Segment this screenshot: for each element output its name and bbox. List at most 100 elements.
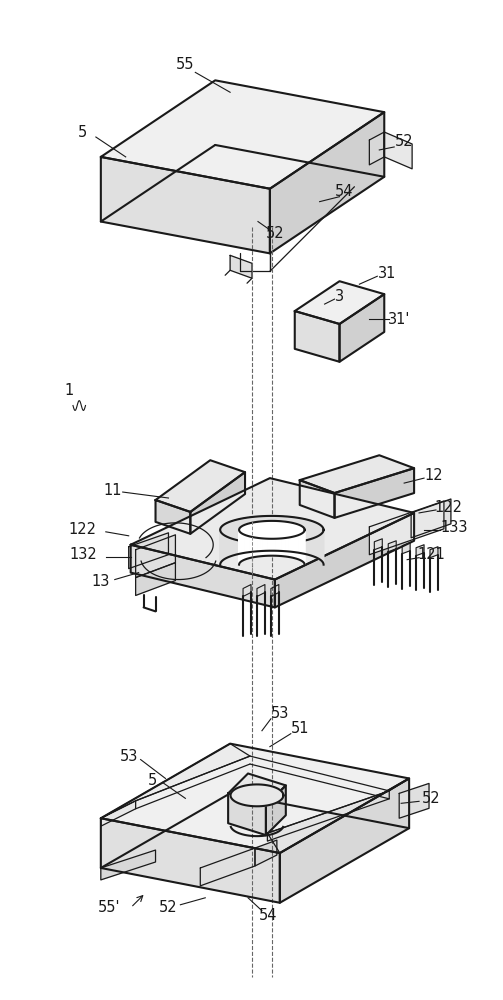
Polygon shape bbox=[266, 516, 270, 551]
Text: 11: 11 bbox=[104, 483, 122, 498]
Polygon shape bbox=[239, 528, 240, 563]
Polygon shape bbox=[155, 460, 245, 512]
Polygon shape bbox=[243, 585, 251, 596]
Polygon shape bbox=[257, 585, 265, 596]
Polygon shape bbox=[384, 132, 412, 169]
Polygon shape bbox=[249, 523, 251, 558]
Polygon shape bbox=[310, 521, 313, 556]
Text: 52: 52 bbox=[422, 791, 440, 806]
Polygon shape bbox=[300, 455, 414, 493]
Polygon shape bbox=[369, 501, 444, 555]
Polygon shape bbox=[281, 521, 284, 556]
Polygon shape bbox=[129, 533, 169, 569]
Polygon shape bbox=[270, 112, 384, 253]
Text: 53: 53 bbox=[120, 749, 138, 764]
Polygon shape bbox=[265, 521, 268, 556]
Text: 51: 51 bbox=[290, 721, 309, 736]
Polygon shape bbox=[131, 478, 414, 580]
Text: 12: 12 bbox=[425, 468, 443, 483]
Polygon shape bbox=[247, 523, 249, 559]
Polygon shape bbox=[240, 527, 241, 562]
Polygon shape bbox=[230, 784, 283, 806]
Polygon shape bbox=[190, 472, 245, 534]
Polygon shape bbox=[249, 517, 254, 552]
Text: 132: 132 bbox=[69, 547, 97, 562]
Polygon shape bbox=[301, 526, 302, 561]
Text: 5: 5 bbox=[78, 125, 88, 140]
Polygon shape bbox=[298, 524, 300, 560]
Polygon shape bbox=[313, 521, 315, 557]
Polygon shape bbox=[271, 585, 279, 596]
Polygon shape bbox=[282, 516, 286, 551]
Polygon shape bbox=[411, 499, 451, 538]
Polygon shape bbox=[254, 516, 258, 552]
Polygon shape bbox=[369, 132, 384, 165]
Polygon shape bbox=[101, 850, 155, 880]
Polygon shape bbox=[223, 524, 224, 560]
Text: 54: 54 bbox=[335, 184, 354, 199]
Polygon shape bbox=[260, 521, 263, 556]
Polygon shape bbox=[258, 521, 260, 557]
Polygon shape bbox=[300, 525, 301, 560]
Polygon shape bbox=[294, 517, 298, 553]
Polygon shape bbox=[270, 516, 274, 551]
Text: 122: 122 bbox=[69, 522, 97, 537]
Polygon shape bbox=[236, 519, 239, 555]
Polygon shape bbox=[251, 522, 253, 558]
Text: 31': 31' bbox=[388, 312, 410, 327]
Polygon shape bbox=[243, 525, 244, 560]
Polygon shape bbox=[388, 541, 396, 552]
Polygon shape bbox=[300, 480, 334, 518]
Polygon shape bbox=[286, 522, 288, 557]
Polygon shape bbox=[136, 563, 176, 595]
Polygon shape bbox=[288, 522, 291, 557]
Polygon shape bbox=[402, 543, 410, 554]
Polygon shape bbox=[101, 80, 384, 189]
Text: 3: 3 bbox=[335, 289, 344, 304]
Polygon shape bbox=[233, 520, 236, 555]
Polygon shape bbox=[221, 527, 222, 562]
Polygon shape bbox=[321, 525, 322, 561]
Polygon shape bbox=[241, 526, 242, 562]
Polygon shape bbox=[226, 522, 228, 558]
Polygon shape bbox=[242, 518, 246, 553]
Polygon shape bbox=[319, 524, 321, 560]
Polygon shape bbox=[295, 523, 296, 559]
Polygon shape bbox=[101, 801, 136, 826]
Polygon shape bbox=[296, 524, 298, 559]
Text: 52: 52 bbox=[159, 900, 178, 915]
Polygon shape bbox=[101, 744, 409, 853]
Polygon shape bbox=[239, 518, 242, 554]
Polygon shape bbox=[286, 516, 290, 552]
Polygon shape bbox=[266, 785, 286, 835]
Text: 52: 52 bbox=[266, 226, 284, 241]
Polygon shape bbox=[271, 521, 273, 556]
Polygon shape bbox=[302, 526, 303, 562]
Polygon shape bbox=[303, 527, 304, 562]
Polygon shape bbox=[136, 535, 176, 578]
Text: 53: 53 bbox=[271, 706, 289, 721]
Polygon shape bbox=[308, 520, 310, 555]
Text: 54: 54 bbox=[259, 908, 277, 923]
Polygon shape bbox=[298, 518, 301, 553]
Polygon shape bbox=[155, 500, 190, 534]
Polygon shape bbox=[131, 545, 275, 607]
Polygon shape bbox=[291, 522, 293, 558]
Polygon shape bbox=[230, 521, 233, 556]
Polygon shape bbox=[322, 527, 323, 562]
Polygon shape bbox=[268, 521, 271, 556]
Polygon shape bbox=[230, 255, 252, 278]
Polygon shape bbox=[258, 516, 262, 551]
Polygon shape bbox=[239, 521, 305, 539]
Polygon shape bbox=[268, 778, 409, 853]
Polygon shape bbox=[290, 517, 294, 552]
Text: 13: 13 bbox=[92, 574, 110, 589]
Text: 1: 1 bbox=[64, 383, 73, 398]
Polygon shape bbox=[242, 526, 243, 561]
Polygon shape bbox=[228, 521, 230, 557]
Text: 122: 122 bbox=[435, 500, 463, 515]
Polygon shape bbox=[315, 522, 318, 558]
Polygon shape bbox=[245, 524, 247, 559]
Polygon shape bbox=[200, 848, 255, 886]
Polygon shape bbox=[280, 778, 409, 903]
